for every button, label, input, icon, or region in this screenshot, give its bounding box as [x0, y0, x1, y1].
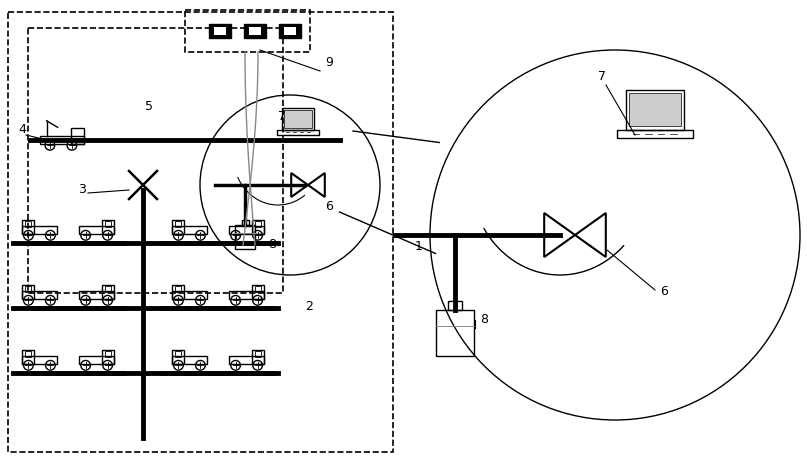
Bar	[172, 219, 184, 234]
Bar	[172, 350, 184, 364]
Bar	[255, 221, 261, 227]
Bar	[436, 310, 474, 355]
Bar	[277, 130, 320, 134]
Bar	[22, 350, 34, 364]
Bar	[249, 27, 261, 35]
Bar	[105, 221, 111, 227]
Bar	[214, 27, 226, 35]
Bar	[102, 219, 115, 234]
Bar	[629, 93, 680, 127]
Bar	[278, 24, 301, 38]
Text: 8: 8	[268, 238, 276, 251]
Bar	[174, 221, 182, 227]
Text: 7: 7	[598, 70, 606, 83]
Bar	[79, 356, 115, 364]
Bar	[172, 284, 184, 299]
Bar	[28, 28, 283, 293]
Bar	[22, 226, 57, 234]
Bar	[8, 12, 393, 452]
Bar	[235, 225, 255, 249]
Bar	[79, 291, 115, 299]
Text: 1: 1	[415, 240, 423, 253]
Bar	[22, 356, 57, 364]
Bar	[229, 291, 264, 299]
Text: 2: 2	[305, 300, 313, 313]
Bar	[71, 128, 84, 144]
Bar	[185, 10, 310, 52]
Bar	[105, 351, 111, 357]
Bar	[24, 286, 31, 292]
Text: 7: 7	[278, 110, 286, 123]
Bar	[102, 350, 115, 364]
Bar	[24, 351, 31, 357]
Bar	[244, 24, 266, 38]
Bar	[172, 226, 207, 234]
Bar	[172, 291, 207, 299]
Bar	[282, 107, 314, 130]
Text: 3: 3	[78, 183, 86, 196]
Text: 6: 6	[660, 285, 668, 298]
Bar	[229, 356, 264, 364]
Bar	[284, 27, 296, 35]
Bar	[22, 291, 57, 299]
Bar	[617, 130, 693, 138]
Bar	[255, 286, 261, 292]
Bar	[241, 220, 249, 225]
Text: 5: 5	[145, 100, 153, 113]
Bar	[252, 350, 264, 364]
Bar	[252, 219, 264, 234]
Bar	[252, 284, 264, 299]
Text: 6: 6	[325, 200, 332, 213]
Text: 9: 9	[325, 56, 332, 69]
Bar	[229, 226, 264, 234]
Bar	[40, 136, 84, 144]
Bar	[172, 356, 207, 364]
Text: 8: 8	[480, 313, 488, 326]
Bar	[79, 226, 115, 234]
Bar	[174, 286, 182, 292]
Bar	[174, 351, 182, 357]
Text: 4: 4	[18, 123, 26, 136]
Bar	[449, 300, 462, 310]
Bar	[625, 90, 684, 130]
Bar	[255, 351, 261, 357]
Bar	[284, 109, 312, 128]
Bar	[24, 221, 31, 227]
Bar	[105, 286, 111, 292]
Bar	[22, 284, 34, 299]
Bar	[22, 219, 34, 234]
Bar	[102, 284, 115, 299]
Bar	[209, 24, 232, 38]
